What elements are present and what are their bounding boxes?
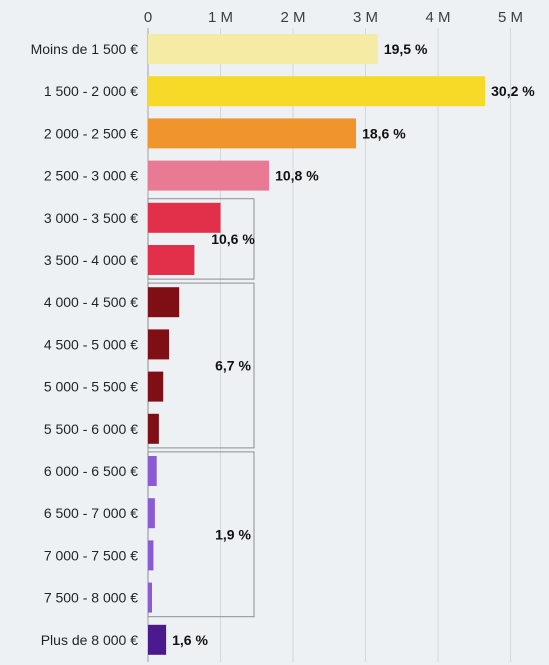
bar [148, 118, 357, 149]
bar [148, 202, 221, 233]
category-label: Plus de 8 000 € [41, 632, 139, 648]
bar [148, 245, 195, 275]
group-box [147, 282, 255, 449]
bar [148, 371, 164, 402]
percent-label: 10,6 % [211, 231, 255, 247]
category-label: 1 500 - 2 000 € [44, 83, 138, 99]
category-label: 5 500 - 6 000 € [44, 421, 138, 437]
bar [148, 287, 180, 318]
bar [148, 540, 154, 571]
x-tick-label: 4 M [425, 9, 450, 26]
bar [148, 329, 170, 360]
category-label: 2 500 - 3 000 € [44, 168, 138, 184]
category-label: 3 000 - 3 500 € [44, 210, 138, 226]
percent-label: 18,6 % [362, 125, 406, 141]
bar [148, 456, 157, 486]
category-label: Moins de 1 500 € [31, 41, 139, 57]
group-box [147, 198, 255, 280]
x-tick-label: 2 M [280, 9, 305, 26]
bar [148, 413, 159, 444]
category-label: 3 500 - 4 000 € [44, 252, 138, 268]
bar [148, 498, 155, 529]
bar [148, 76, 486, 107]
x-tick-label: 5 M [498, 9, 523, 26]
category-label: 6 000 - 6 500 € [44, 463, 138, 479]
category-label: 6 500 - 7 000 € [44, 505, 138, 521]
percent-label: 6,7 % [215, 358, 251, 374]
x-tick-label: 1 M [208, 9, 233, 26]
category-label: 5 000 - 5 500 € [44, 379, 138, 395]
x-tick-label: 0 [144, 9, 152, 26]
percent-label: 1,6 % [172, 632, 208, 648]
bar [148, 582, 152, 613]
percent-label: 1,9 % [215, 526, 251, 542]
x-tick-label: 3 M [353, 9, 378, 26]
percent-label: 10,8 % [275, 168, 319, 184]
percent-label: 30,2 % [491, 83, 535, 99]
category-label: 7 500 - 8 000 € [44, 590, 138, 606]
bar [148, 34, 378, 64]
bar [148, 624, 167, 655]
category-label: 2 000 - 2 500 € [44, 125, 138, 141]
group-box [147, 451, 255, 618]
category-label: 4 500 - 5 000 € [44, 336, 138, 352]
bar [148, 160, 270, 191]
percent-label: 19,5 % [384, 41, 428, 57]
category-label: 7 000 - 7 500 € [44, 547, 138, 563]
category-label: 4 000 - 4 500 € [44, 294, 138, 310]
